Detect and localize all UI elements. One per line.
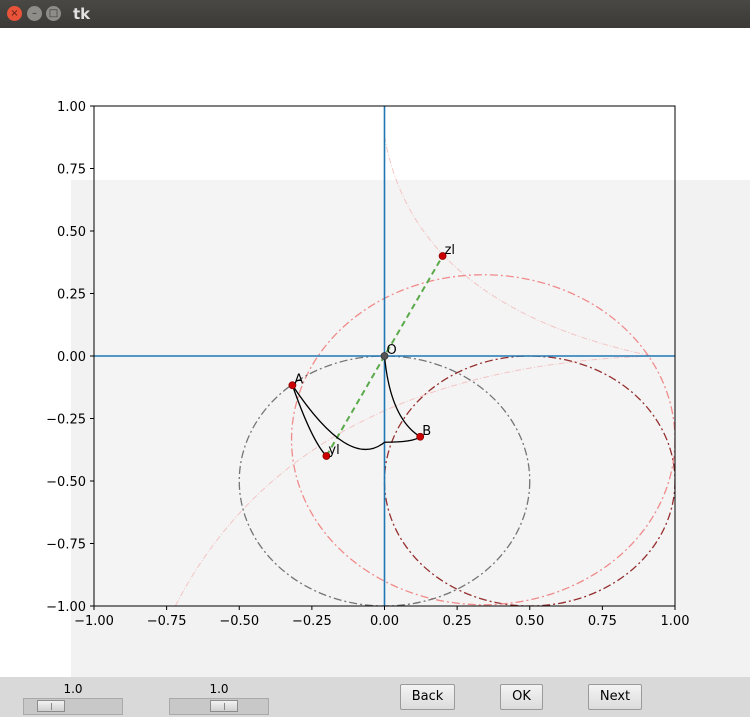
point-B: [416, 432, 425, 441]
y-tick-label: 0.50: [57, 225, 86, 240]
y-tick-label: 0.75: [57, 163, 86, 178]
minimize-window-icon[interactable]: –: [27, 6, 42, 21]
point-zl: [438, 252, 447, 260]
slider-2-handle[interactable]: [210, 700, 238, 712]
point-O: [380, 352, 389, 360]
window-titlebar: × – □ tk: [0, 0, 750, 28]
maximize-window-icon[interactable]: □: [46, 6, 61, 21]
canvas-background-left: [0, 180, 71, 677]
arc-A-B: [291, 384, 421, 451]
scale-slider-2[interactable]: 1.0: [169, 682, 269, 716]
arc-O-B: [383, 355, 421, 438]
y-tick-label: 0.00: [57, 350, 86, 365]
y-tick-label: 0.25: [57, 288, 86, 303]
x-tick-label: 0.00: [370, 614, 399, 629]
x-tick-label: 0.75: [588, 614, 617, 629]
x-tick-label: 1.00: [661, 614, 690, 629]
x-tick-label: −0.25: [292, 614, 332, 629]
back-button[interactable]: Back: [400, 684, 455, 710]
point-label-O: O: [387, 343, 397, 358]
x-tick-label: 0.25: [443, 614, 472, 629]
x-tick-label: −1.00: [74, 614, 114, 629]
x-tick-label: 0.50: [515, 614, 544, 629]
y-tick-label: −1.00: [46, 600, 86, 615]
close-window-icon[interactable]: ×: [7, 6, 22, 21]
point-label-zl: zl: [445, 243, 455, 258]
y-tick-label: −0.50: [46, 475, 86, 490]
slider-1-value: 1.0: [63, 682, 83, 696]
circle-3: [238, 355, 531, 606]
scale-slider-1[interactable]: 1.0: [23, 682, 123, 716]
slider-2-trough[interactable]: [169, 698, 269, 715]
x-tick-label: −0.50: [219, 614, 259, 629]
point-label-B: B: [422, 424, 431, 439]
x-tick-label: −0.75: [147, 614, 187, 629]
y-tick-label: −0.25: [46, 413, 86, 428]
point-label-yl: yl: [328, 443, 339, 458]
ok-button[interactable]: OK: [500, 684, 543, 710]
slider-2-value: 1.0: [209, 682, 229, 696]
next-button[interactable]: Next: [588, 684, 642, 710]
point-A: [288, 381, 297, 390]
slider-1-trough[interactable]: [23, 698, 123, 715]
arc-A-yl: [291, 385, 327, 457]
y-tick-label: 1.00: [57, 100, 86, 115]
plot-canvas[interactable]: Ozl A Byl −1.00 −0.75 −0.50 −0.25 0.00 0.25 0.50 0…: [0, 28, 750, 677]
y-tick-label: −0.75: [46, 538, 86, 553]
point-yl: [322, 452, 331, 460]
point-label-A: A: [294, 372, 303, 387]
window-title: tk: [73, 5, 91, 23]
slider-1-handle[interactable]: [37, 700, 65, 712]
